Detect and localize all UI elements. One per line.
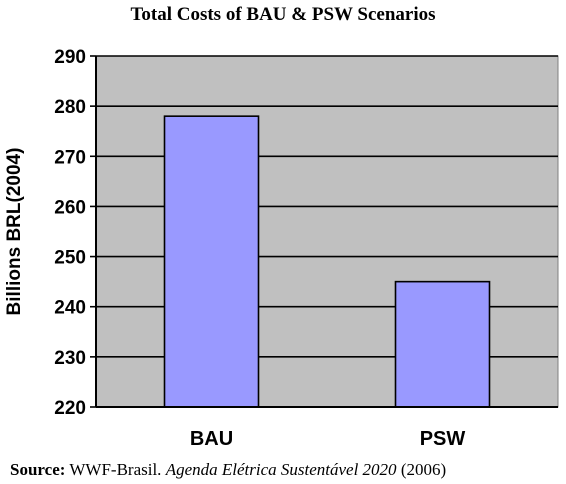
bar-bau <box>163 115 260 408</box>
bar-psw <box>394 280 491 408</box>
source-org: WWF-Brasil. <box>69 460 162 479</box>
y-tick-label: 230 <box>54 348 86 369</box>
y-tick-label: 290 <box>54 47 86 68</box>
x-tick-label: PSW <box>420 428 466 450</box>
y-tick-label: 260 <box>54 197 86 218</box>
tick-labels: 220 230 240 250 260 270 280 290 BAU PSW <box>54 47 465 450</box>
chart-title: Total Costs of BAU & PSW Scenarios <box>130 4 436 25</box>
axes <box>95 56 558 408</box>
y-tick-label: 220 <box>54 398 86 419</box>
y-axis-label: Billions BRL(2004) <box>4 148 25 316</box>
source-publication: Agenda Elétrica Sustentável 2020 <box>165 460 397 479</box>
source-year: (2006) <box>400 460 447 479</box>
y-tick-label: 270 <box>54 147 86 168</box>
y-tick-label: 250 <box>54 248 86 269</box>
y-tick-label: 240 <box>54 298 86 319</box>
source-label: Source: <box>10 460 66 479</box>
bars <box>163 115 491 408</box>
y-tick-label: 280 <box>54 97 86 118</box>
x-tick-label: BAU <box>190 428 233 450</box>
source-note: Source: WWF-Brasil. Agenda Elétrica Sust… <box>10 460 446 480</box>
